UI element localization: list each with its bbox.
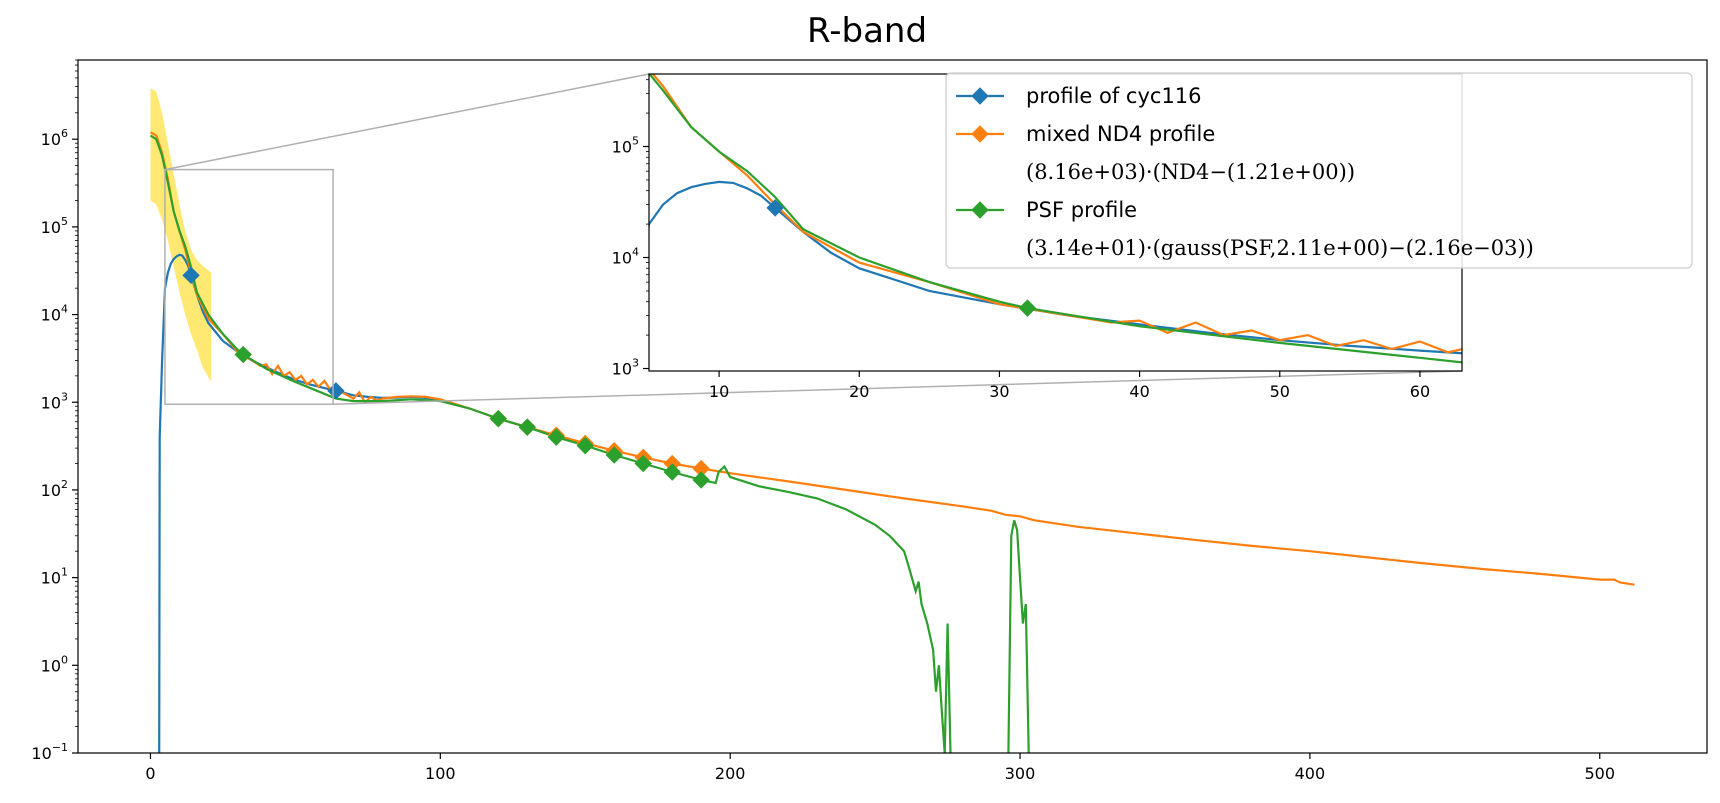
marker-cyc116 — [327, 382, 345, 400]
inset-x-tick-label: 50 — [1270, 382, 1290, 401]
y-tick-label: 103 — [41, 390, 68, 412]
inset-series-line-psf — [649, 74, 1462, 364]
y-tick-label: 101 — [41, 566, 68, 588]
legend: profile of cyc116 mixed ND4 profile (8.16e… — [945, 72, 1693, 269]
y-tick-label: 106 — [41, 127, 68, 149]
marker-cyc116 — [182, 266, 200, 285]
marker-psf — [234, 345, 252, 364]
legend-label: profile of cyc116 — [1026, 84, 1202, 108]
inset-marker-cyc116 — [766, 199, 784, 217]
main-plot: 0 100 200 300 400 500 10−1 100 101 102 103 104 105 10… — [31, 59, 1708, 783]
x-tick-label: 200 — [715, 764, 746, 783]
inset-y-tick-label: 105 — [612, 135, 639, 157]
legend-marker-swatch — [971, 125, 989, 143]
y-tick-label: 105 — [41, 215, 68, 237]
marker-psf — [518, 418, 536, 436]
y-tick-label: 100 — [41, 653, 68, 675]
inset-y-tick-label: 104 — [612, 246, 639, 268]
inset-marker-psf — [1018, 299, 1037, 317]
x-tick-label: 0 — [145, 764, 155, 783]
legend-marker-swatch — [971, 201, 989, 219]
zoom-connector-line — [164, 73, 650, 171]
x-tick-label: 400 — [1295, 764, 1326, 783]
legend-marker-swatch — [971, 87, 989, 105]
legend-formula: (3.14e+01)·(gauss(PSF,2.11e+00)−(2.16e−0… — [1026, 236, 1534, 260]
marker-psf — [634, 454, 652, 473]
inset-y-tick-label: 103 — [612, 357, 639, 379]
inset-x-tick-label: 60 — [1410, 382, 1430, 401]
series-line-psf-segment-0 — [943, 623, 952, 753]
inset-series-line-nd4 — [651, 74, 1462, 354]
marker-psf — [663, 463, 681, 481]
x-tick-label: 500 — [1584, 764, 1615, 783]
marker-psf — [692, 471, 710, 489]
marker-psf — [576, 436, 594, 455]
inset-x-tick-label: 40 — [1129, 382, 1149, 401]
zoom-region-box — [164, 168, 334, 405]
legend-label: mixed ND4 profile — [1026, 122, 1215, 146]
y-tick-label: 10−1 — [31, 741, 68, 763]
series-line-psf-segment-1 — [1007, 519, 1030, 753]
y-tick-label: 102 — [41, 478, 68, 500]
legend-formula: (8.16e+03)·(ND4−(1.21e+00)) — [1026, 160, 1355, 184]
inset-x-tick-label: 30 — [989, 382, 1009, 401]
y-tick-label: 104 — [41, 303, 68, 325]
marker-psf — [605, 446, 623, 464]
inset-x-tick-label: 10 — [709, 382, 729, 401]
zoom-connector-line — [333, 370, 1463, 405]
legend-label: PSF profile — [1026, 198, 1137, 222]
x-tick-label: 300 — [1005, 764, 1036, 783]
legend-box — [945, 72, 1693, 269]
inset-x-tick-label: 20 — [849, 382, 869, 401]
series-line-cyc116 — [158, 253, 441, 753]
x-tick-label: 100 — [425, 764, 456, 783]
marker-psf — [547, 428, 565, 446]
chart-title: R-band — [807, 11, 927, 51]
marker-psf — [489, 409, 508, 428]
